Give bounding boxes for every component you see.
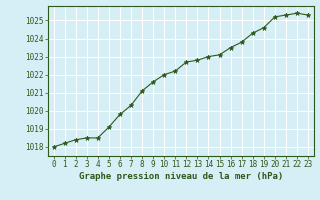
X-axis label: Graphe pression niveau de la mer (hPa): Graphe pression niveau de la mer (hPa) [79, 172, 283, 181]
